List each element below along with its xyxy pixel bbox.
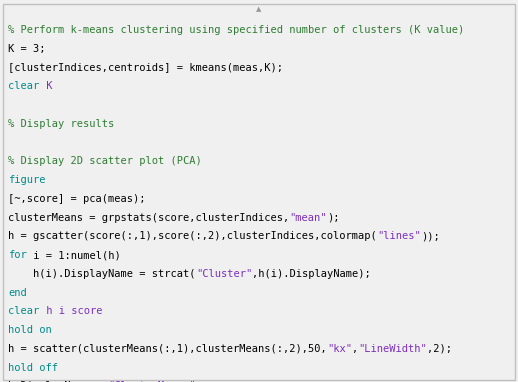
Text: "ClusterMeans": "ClusterMeans" [108, 381, 196, 382]
Text: K = 3;: K = 3; [8, 44, 46, 54]
Text: h(i).DisplayName = strcat(: h(i).DisplayName = strcat( [8, 269, 196, 279]
Text: % Display 2D scatter plot (PCA): % Display 2D scatter plot (PCA) [8, 156, 202, 166]
Text: hold on: hold on [8, 325, 52, 335]
Text: h = scatter(clusterMeans(:,1),clusterMeans(:,2),50,: h = scatter(clusterMeans(:,1),clusterMea… [8, 344, 327, 354]
Text: for: for [8, 250, 27, 260]
Text: clear: clear [8, 81, 39, 91]
Text: ,: , [352, 344, 358, 354]
Text: "lines": "lines" [377, 231, 421, 241]
Text: ;: ; [196, 381, 202, 382]
Text: h.DisplayName =: h.DisplayName = [8, 381, 108, 382]
Text: "LineWidth": "LineWidth" [358, 344, 427, 354]
Text: "kx": "kx" [327, 344, 352, 354]
Text: ,2);: ,2); [427, 344, 452, 354]
Text: ,h(i).DisplayName);: ,h(i).DisplayName); [252, 269, 371, 279]
Text: );: ); [327, 212, 340, 222]
Text: h i score: h i score [39, 306, 102, 316]
Text: [~,score] = pca(meas);: [~,score] = pca(meas); [8, 194, 146, 204]
Text: % Display results: % Display results [8, 119, 114, 129]
Text: i = 1:numel(h): i = 1:numel(h) [27, 250, 121, 260]
Text: K: K [39, 81, 52, 91]
Text: ));: )); [421, 231, 440, 241]
Text: clusterMeans = grpstats(score,clusterIndices,: clusterMeans = grpstats(score,clusterInd… [8, 212, 290, 222]
Text: hold off: hold off [8, 363, 59, 372]
Text: end: end [8, 288, 27, 298]
Text: h = gscatter(score(:,1),score(:,2),clusterIndices,colormap(: h = gscatter(score(:,1),score(:,2),clust… [8, 231, 377, 241]
Text: clear: clear [8, 306, 39, 316]
Text: "Cluster": "Cluster" [196, 269, 252, 279]
Text: "mean": "mean" [290, 212, 327, 222]
Text: % Perform k-means clustering using specified number of clusters (K value): % Perform k-means clustering using speci… [8, 25, 465, 35]
Text: figure: figure [8, 175, 46, 185]
Text: [clusterIndices,centroids] = kmeans(meas,K);: [clusterIndices,centroids] = kmeans(meas… [8, 63, 283, 73]
Text: ▲: ▲ [256, 6, 262, 12]
